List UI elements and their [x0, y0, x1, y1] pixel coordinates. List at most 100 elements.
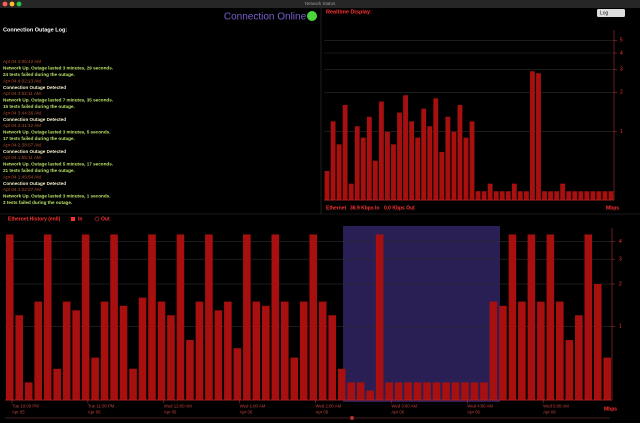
bar [517, 191, 523, 200]
bar [233, 348, 242, 400]
in-rate: 36.9 Kbps In [350, 205, 379, 211]
bar [608, 191, 614, 200]
bar [280, 301, 289, 400]
bar [505, 191, 511, 200]
bar [129, 368, 137, 400]
bar [81, 234, 90, 400]
y-tick-label: 3 [620, 67, 623, 73]
legend-label[interactable]: Out [101, 216, 110, 222]
bar [536, 73, 541, 200]
bar [385, 131, 390, 200]
close-button[interactable] [2, 1, 8, 7]
log-time: Apr 04 2:41:12 AM [3, 123, 41, 128]
x-tick-label: Apr 05 [88, 410, 101, 415]
log-line: Connection Outage Detected [3, 117, 66, 122]
x-tick-label: Apr 06 [240, 410, 253, 415]
scale-menu[interactable] [597, 9, 625, 17]
bar [546, 234, 555, 400]
bar [385, 382, 393, 400]
selection-region[interactable] [343, 226, 500, 402]
history-title: Ethernet History (en0) [8, 216, 61, 222]
bar [593, 284, 602, 400]
bar [167, 315, 175, 400]
y-tick-label: 1 [620, 129, 623, 135]
log-time: Apr 04 4:02:13 AM [3, 78, 41, 83]
bar [413, 382, 422, 400]
bar [24, 382, 33, 400]
bar [421, 108, 427, 200]
bar [537, 301, 545, 400]
bar [5, 234, 14, 400]
bar [523, 191, 529, 200]
bar [572, 191, 578, 200]
log-time: Apr 04 1:55:11 AM [3, 155, 41, 160]
zoom-button[interactable] [16, 1, 22, 7]
bar [342, 105, 348, 200]
x-tick-label: Apr 06 [316, 410, 329, 415]
log-line: Connection Outage Detected [3, 85, 66, 90]
x-tick-label: Apr 06 [467, 410, 480, 415]
bar [186, 340, 194, 400]
bar [403, 95, 408, 200]
bar [548, 191, 553, 200]
bar [596, 191, 602, 200]
bar [119, 305, 128, 400]
bar [290, 357, 299, 400]
status-text: Connection Online [224, 12, 307, 23]
x-tick-label: Wed 2:00 AM [316, 404, 342, 409]
bar [590, 191, 596, 200]
bar [469, 121, 475, 200]
bar [602, 191, 608, 200]
y-tick-label: 3 [619, 257, 622, 263]
bar [360, 137, 366, 200]
bar [397, 112, 402, 200]
bar [554, 191, 560, 200]
scroll-handle[interactable] [350, 416, 354, 420]
bar [366, 116, 372, 200]
bar [138, 297, 147, 400]
x-tick-label: Apr 06 [164, 410, 177, 415]
bar [271, 234, 280, 400]
bar [394, 382, 403, 400]
log-time: Apr 04 3:52:11 AM [3, 91, 41, 96]
bar [72, 310, 80, 400]
y-tick-label: 5 [620, 38, 623, 44]
bar [252, 301, 261, 400]
x-tick-label: Tue 10:00 PM [12, 404, 39, 409]
log-heading: Connection Outage Log: [3, 27, 67, 33]
bar [578, 191, 584, 200]
bar [439, 151, 445, 200]
log-line: Network Up. Outage lasted 7 minutes, 35 … [3, 98, 113, 103]
bar [366, 390, 374, 400]
log-line: Network Up. Outage lasted 5 minutes, 17 … [3, 162, 113, 167]
bar [309, 234, 318, 400]
log-time: Apr 04 1:22:27 AM [3, 187, 41, 192]
window-title: Network Status [305, 1, 336, 6]
log-line: Connection Outage Detected [3, 181, 66, 186]
bar [508, 234, 517, 400]
legend-swatch[interactable] [94, 216, 100, 222]
bar [404, 382, 412, 400]
minimize-button[interactable] [9, 1, 15, 7]
bar [575, 315, 583, 400]
bar [499, 191, 505, 200]
bar [330, 121, 336, 200]
bar [348, 183, 354, 200]
bar [445, 116, 451, 200]
bar [157, 301, 166, 400]
legend-swatch[interactable] [71, 217, 75, 221]
bar [262, 305, 270, 400]
bar [224, 301, 232, 400]
scale-menu-label[interactable]: Log [600, 11, 609, 17]
bar [560, 183, 566, 200]
bar [110, 234, 118, 400]
title-bar [0, 0, 640, 8]
legend-label[interactable]: In [78, 216, 82, 222]
bar [481, 191, 487, 200]
unit-label: Mbps [604, 406, 617, 412]
bar [442, 382, 450, 400]
unit-label: Mbps [606, 205, 619, 211]
bar [489, 301, 498, 400]
